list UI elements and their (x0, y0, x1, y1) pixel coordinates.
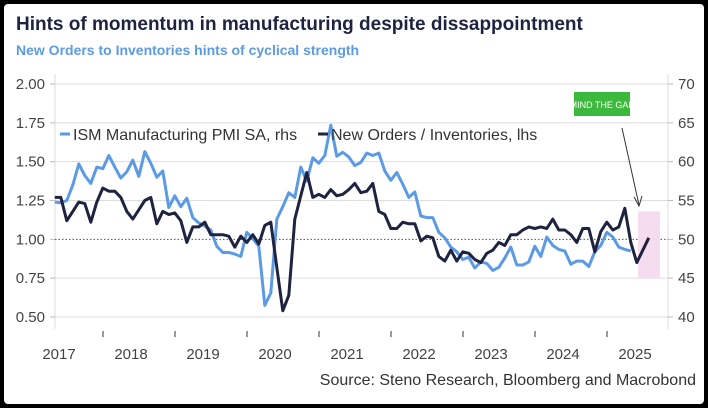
x-tick-label: 2024 (546, 346, 579, 363)
mind-the-gap-label: MIND THE GAP (570, 100, 635, 110)
y-right-tick-label: 40 (678, 309, 695, 326)
y-right-tick-label: 50 (678, 231, 695, 248)
y-left-tick-label: 1.00 (16, 231, 45, 248)
legend-label: New Orders / Inventories, lhs (331, 127, 537, 144)
mind-the-gap-badge (574, 92, 630, 116)
y-right-tick-label: 65 (678, 115, 695, 132)
x-tick-label: 2020 (258, 346, 291, 363)
y-right-tick-label: 60 (678, 154, 695, 171)
annotation-arrow (621, 127, 640, 206)
line-chart: 0.50 40 0.75 45 1.00 50 1.25 55 1.50 60 1.75 65 2.00… (16, 74, 695, 363)
series-line-ism-pmi (54, 123, 632, 307)
x-tick-label: 2023 (474, 346, 507, 363)
y-left-tick-label: 1.75 (16, 115, 45, 132)
series-line-new-orders-inventories (54, 171, 651, 313)
y-left-tick-label: 2.00 (16, 76, 45, 93)
x-tick-label: 2022 (402, 346, 435, 363)
y-right-tick-label: 45 (678, 270, 695, 287)
legend-label: ISM Manufacturing PMI SA, rhs (73, 127, 297, 144)
x-tick-label: 2025 (618, 346, 651, 363)
x-tick-label: 2019 (186, 346, 219, 363)
source-note: Source: Steno Research, Bloomberg and Ma… (319, 372, 696, 389)
chart-panel: Hints of momentum in manufacturing despi… (4, 4, 704, 404)
x-tick-label: 2021 (330, 346, 363, 363)
y-left-tick-label: 0.75 (16, 270, 45, 287)
gap-highlight-box (638, 211, 660, 279)
x-tick-label: 2017 (42, 346, 75, 363)
y-right-tick-label: 70 (678, 76, 695, 93)
y-left-tick-label: 0.50 (16, 309, 45, 326)
y-left-tick-label: 1.25 (16, 193, 45, 210)
y-right-tick-label: 55 (678, 193, 695, 210)
x-tick-label: 2018 (114, 346, 147, 363)
arrow-head-icon (633, 195, 643, 208)
chart-title: Hints of momentum in manufacturing despi… (16, 14, 583, 35)
chart-subtitle: New Orders to Inventories hints of cycli… (16, 42, 360, 58)
y-left-tick-label: 1.50 (16, 154, 45, 171)
